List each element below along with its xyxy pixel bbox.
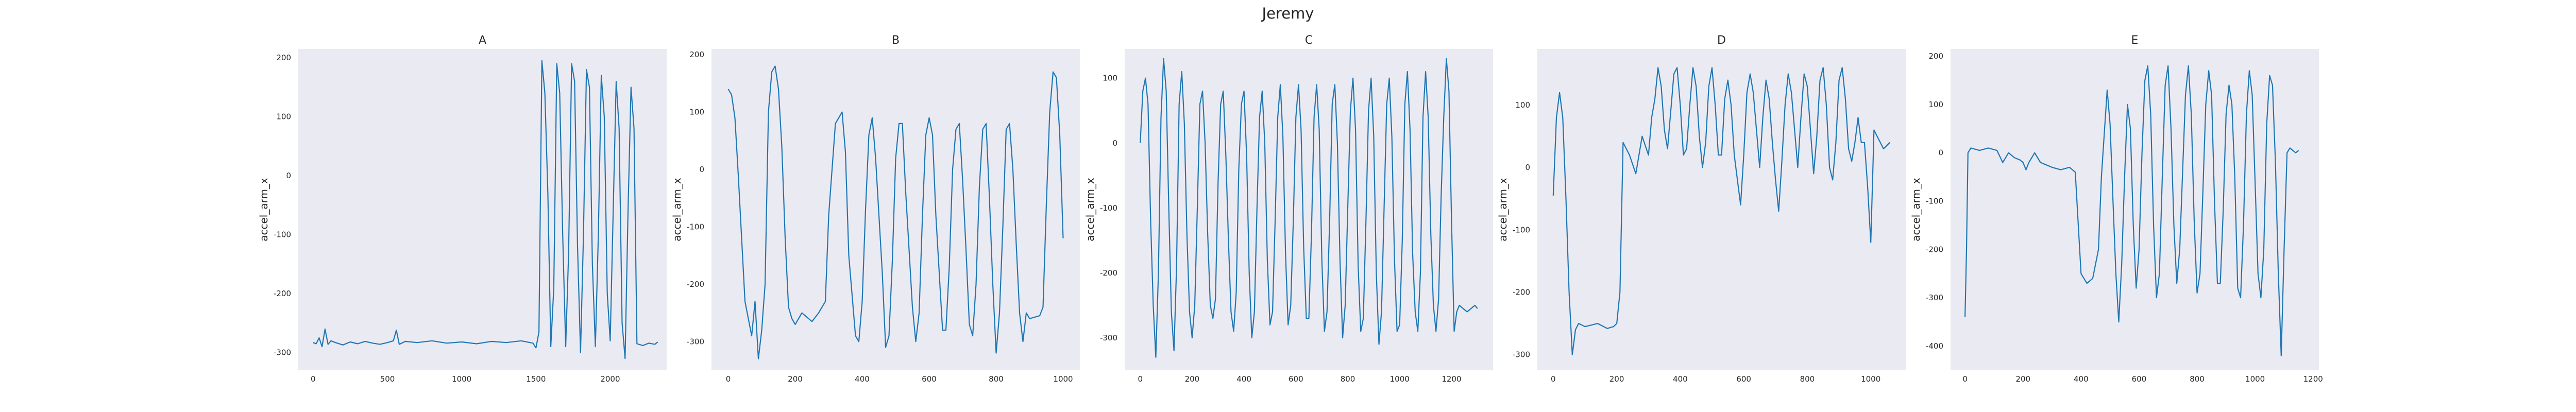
x-tick-label: 1200 bbox=[1442, 374, 1461, 384]
plot-area bbox=[1951, 49, 2319, 370]
y-tick-label: -200 bbox=[1100, 268, 1117, 278]
x-tick-label: 500 bbox=[380, 374, 395, 384]
y-axis-label: accel_arm_x bbox=[671, 178, 683, 242]
series-line bbox=[313, 60, 658, 359]
x-tick-label: 200 bbox=[788, 374, 803, 384]
y-tick-label: -200 bbox=[1926, 245, 1943, 254]
subplot-title: D bbox=[1717, 34, 1726, 47]
y-tick-label: 200 bbox=[689, 50, 704, 59]
series-line bbox=[727, 65, 1064, 359]
x-tick-label: 1200 bbox=[2303, 374, 2323, 384]
y-tick-label: -300 bbox=[1513, 350, 1530, 359]
y-tick-label: -200 bbox=[274, 289, 291, 298]
y-tick-label: -100 bbox=[274, 230, 291, 239]
y-tick-label: -100 bbox=[1513, 225, 1530, 234]
y-tick-label: -300 bbox=[1926, 293, 1943, 302]
y-tick-label: -100 bbox=[1926, 197, 1943, 206]
x-tick-label: 600 bbox=[2132, 374, 2147, 384]
y-tick-label: -100 bbox=[1100, 203, 1117, 213]
y-axis-label: accel_arm_x bbox=[258, 178, 270, 242]
x-tick-label: 600 bbox=[1736, 374, 1751, 384]
x-tick-label: 0 bbox=[726, 374, 731, 384]
plot-area bbox=[711, 49, 1080, 370]
y-tick-label: -200 bbox=[687, 280, 704, 289]
y-tick-label: 100 bbox=[1515, 100, 1530, 110]
x-tick-label: 200 bbox=[1185, 374, 1200, 384]
x-tick-label: 200 bbox=[2015, 374, 2030, 384]
series-line bbox=[1964, 65, 2299, 356]
series-line bbox=[1552, 67, 1890, 355]
y-tick-label: -400 bbox=[1926, 341, 1943, 351]
y-tick-label: -300 bbox=[1100, 333, 1117, 342]
y-tick-label: 100 bbox=[1103, 74, 1117, 83]
x-tick-label: 0 bbox=[1962, 374, 1968, 384]
x-tick-label: 800 bbox=[989, 374, 1004, 384]
subplot-title: C bbox=[1305, 34, 1313, 47]
y-tick-label: 0 bbox=[286, 171, 291, 180]
figure-title: Jeremy bbox=[1261, 5, 1314, 22]
y-axis-label: accel_arm_x bbox=[1084, 178, 1096, 242]
plot-area bbox=[298, 49, 667, 370]
x-tick-label: 0 bbox=[1551, 374, 1556, 384]
x-tick-label: 200 bbox=[1609, 374, 1624, 384]
y-tick-label: 100 bbox=[689, 108, 704, 117]
y-tick-label: 100 bbox=[276, 112, 291, 122]
y-axis-label: accel_arm_x bbox=[1497, 178, 1509, 242]
subplot-title: A bbox=[479, 34, 486, 47]
y-tick-label: -300 bbox=[687, 337, 704, 346]
x-tick-label: 400 bbox=[2074, 374, 2089, 384]
y-tick-label: -300 bbox=[274, 348, 291, 357]
y-tick-label: 0 bbox=[1112, 139, 1117, 148]
y-axis-label: accel_arm_x bbox=[1910, 178, 1922, 242]
x-tick-label: 0 bbox=[311, 374, 316, 384]
y-tick-label: -100 bbox=[687, 222, 704, 231]
x-tick-label: 1000 bbox=[452, 374, 471, 384]
x-tick-label: 800 bbox=[1800, 374, 1815, 384]
subplot-title: E bbox=[2131, 34, 2139, 47]
x-tick-label: 1000 bbox=[1053, 374, 1073, 384]
y-tick-label: 0 bbox=[1938, 148, 1943, 158]
subplot-title: B bbox=[892, 34, 900, 47]
x-tick-label: 1000 bbox=[2245, 374, 2265, 384]
y-tick-label: -200 bbox=[1513, 288, 1530, 297]
y-tick-label: 200 bbox=[1928, 52, 1943, 61]
plot-area bbox=[1537, 49, 1906, 370]
y-tick-label: 0 bbox=[699, 165, 704, 174]
x-tick-label: 2000 bbox=[600, 374, 620, 384]
y-tick-label: 200 bbox=[276, 53, 291, 62]
x-tick-label: 1000 bbox=[1861, 374, 1880, 384]
x-tick-label: 600 bbox=[1289, 374, 1303, 384]
x-tick-label: 1000 bbox=[1390, 374, 1410, 384]
x-tick-label: 800 bbox=[1341, 374, 1355, 384]
y-tick-label: 0 bbox=[1525, 163, 1530, 172]
y-tick-label: 100 bbox=[1928, 100, 1943, 109]
x-tick-label: 1500 bbox=[526, 374, 546, 384]
x-tick-label: 400 bbox=[1673, 374, 1688, 384]
x-tick-label: 800 bbox=[2190, 374, 2205, 384]
x-tick-label: 400 bbox=[855, 374, 870, 384]
x-tick-label: 600 bbox=[922, 374, 937, 384]
x-tick-label: 400 bbox=[1236, 374, 1251, 384]
series-line bbox=[1140, 58, 1478, 358]
x-tick-label: 0 bbox=[1138, 374, 1143, 384]
